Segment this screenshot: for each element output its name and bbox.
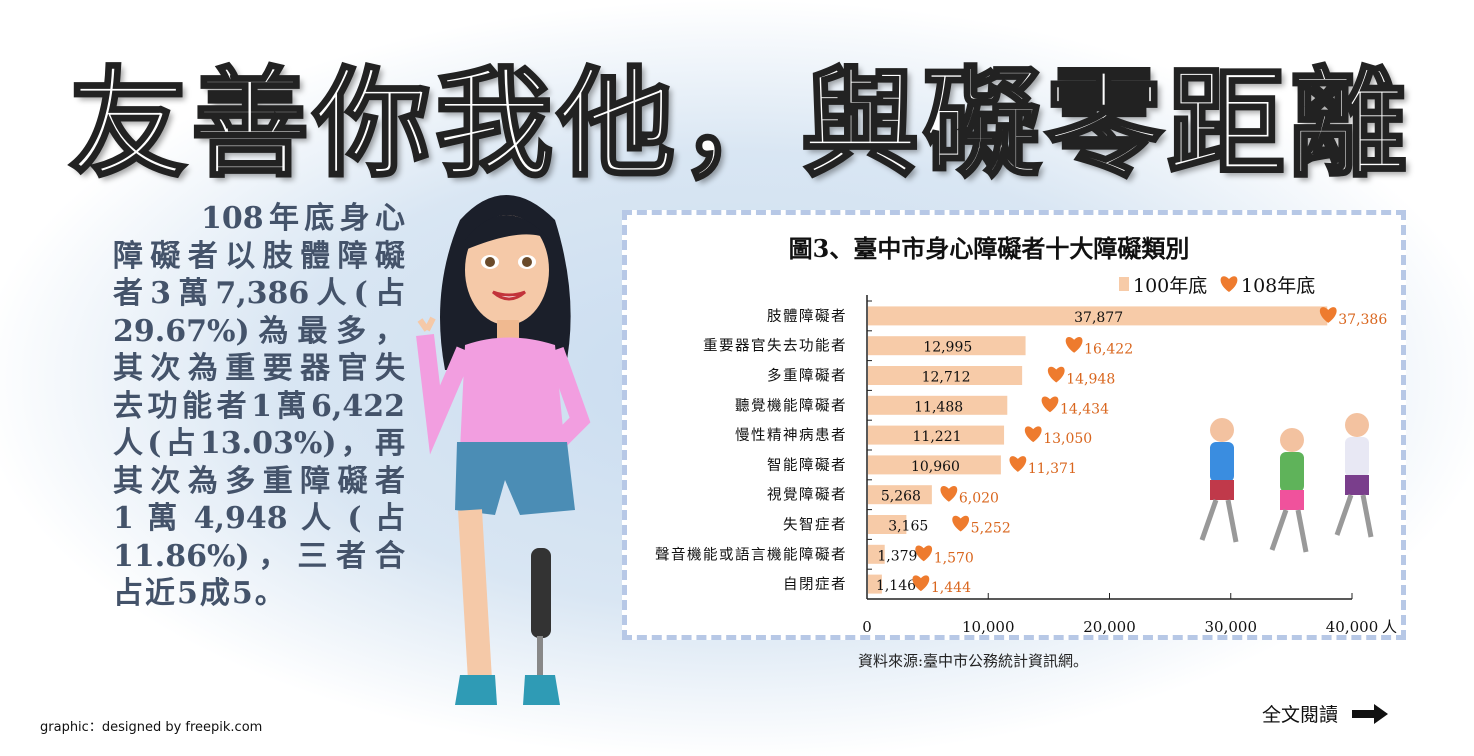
heart-marker-108	[952, 515, 970, 532]
category-label: 智能障礙者	[767, 456, 847, 474]
heart-label-108: 14,948	[1066, 372, 1115, 388]
bar-100	[868, 395, 1008, 415]
bar-label-100: 3,165	[888, 519, 928, 535]
x-tick-label: 20,000	[1083, 618, 1136, 635]
heart-icon	[1220, 276, 1238, 292]
heart-label-108: 6,020	[959, 491, 999, 507]
category-label: 聲音機能或語言機能障礙者	[655, 545, 847, 563]
heart-label-108: 5,252	[971, 521, 1011, 537]
heart-marker-108	[1024, 426, 1042, 443]
chart-panel: 圖3、臺中市身心障礙者十大障礙類別 100年底 108年底 0 10,000 20,00…	[622, 210, 1406, 640]
page-title: 友善你我他，與礙零距離	[67, 54, 1411, 195]
heart-label-108: 14,434	[1060, 401, 1109, 417]
heart-marker-108	[1041, 396, 1059, 413]
heart-marker-108	[915, 545, 933, 562]
paragraph-line: 108年底身心	[201, 201, 405, 236]
x-tick-label: 40,000	[1326, 618, 1379, 635]
heart-label-108: 37,386	[1338, 312, 1387, 328]
heart-marker-108	[940, 485, 958, 502]
category-label: 視覺障礙者	[767, 486, 847, 504]
x-tick-label: 0	[862, 618, 872, 635]
woman-illustration	[416, 195, 591, 705]
bar-100	[868, 336, 1026, 356]
heart-label-108: 13,050	[1043, 431, 1092, 447]
category-label: 慢性精神病患者	[735, 427, 847, 444]
category-label: 自閉症者	[783, 576, 847, 593]
heart-label-108: 1,570	[934, 550, 974, 566]
bar-chart: 100年底 108年底 0 10,000 20,000 30,000 40,000 人 肢體障礙…	[655, 275, 1397, 635]
paragraph-line: 1 萬 4,948 人 ( 占	[113, 501, 405, 536]
bar-label-100: 12,995	[923, 340, 972, 356]
bar-label-100: 11,221	[913, 429, 962, 445]
x-axis-unit: 人	[1382, 618, 1397, 635]
category-label: 肢體障礙者	[767, 307, 847, 325]
heart-marker-108	[1047, 366, 1065, 383]
bar-label-100: 1,379	[877, 548, 917, 564]
arrow-right-icon	[1352, 703, 1389, 724]
heart-marker-108	[1009, 456, 1027, 472]
legend-label-108: 108年底	[1241, 275, 1315, 297]
heart-marker-108	[1065, 336, 1083, 353]
legend-swatch-100	[1119, 277, 1129, 291]
paragraph-line: 去功能者1萬6,422	[113, 388, 405, 424]
source-note: 資料來源:臺中市公務統計資訊網。	[858, 652, 1089, 670]
bar-100	[868, 544, 885, 564]
paragraph-line: 人(占13.03%)，再	[113, 426, 405, 461]
bar-100	[868, 574, 882, 594]
bar-label-100: 12,712	[922, 370, 971, 386]
heart-label-108: 1,444	[931, 580, 971, 596]
paragraph-line: 其次為多重障礙者	[113, 463, 405, 499]
bar-100	[868, 306, 1328, 326]
bar-100	[868, 515, 907, 534]
category-label: 重要器官失去功能者	[703, 338, 847, 355]
bar-label-100: 11,488	[914, 399, 963, 415]
heart-label-108: 11,371	[1028, 461, 1077, 477]
paragraph-line: 29.67%)為最多，	[113, 313, 405, 349]
bar-100	[868, 425, 1005, 445]
runners-illustration	[1199, 413, 1374, 553]
bar-100	[868, 366, 1023, 385]
bar-label-100: 10,960	[911, 459, 960, 475]
heart-marker-108	[1319, 307, 1337, 323]
read-more-link[interactable]: 全文閱讀	[1262, 700, 1389, 727]
chart-title: 圖3、臺中市身心障礙者十大障礙類別	[788, 234, 1190, 263]
category-label: 失智症者	[783, 517, 847, 534]
paragraph-line: 障礙者以肢體障礙	[113, 238, 405, 274]
summary-paragraph: 108年底身心 障礙者以肢體障礙 者3萬7,386人(占 29.67%)為最多， 其次為…	[113, 200, 405, 613]
x-tick-label: 30,000	[1205, 618, 1258, 635]
heart-marker-108	[912, 575, 930, 592]
category-label: 聽覺機能障礙者	[735, 396, 847, 414]
paragraph-line: 11.86%)，三者合	[113, 538, 405, 574]
legend-label-100: 100年底	[1133, 275, 1207, 297]
bar-label-100: 5,268	[881, 489, 921, 505]
bar-100	[868, 455, 1001, 475]
bar-100	[868, 485, 932, 505]
graphic-credit: graphic：designed by freepik.com	[40, 720, 263, 735]
read-more-label: 全文閱讀	[1262, 704, 1339, 726]
bar-label-100: 37,877	[1074, 310, 1123, 326]
x-tick-label: 10,000	[962, 618, 1015, 635]
heart-label-108: 16,422	[1084, 342, 1133, 358]
paragraph-line: 者3萬7,386人(占	[113, 276, 405, 311]
paragraph-line: 占近5成5。	[113, 576, 287, 611]
category-label: 多重障礙者	[767, 367, 847, 385]
paragraph-line: 其次為重要器官失	[113, 351, 405, 386]
bar-label-100: 1,146	[876, 578, 916, 594]
